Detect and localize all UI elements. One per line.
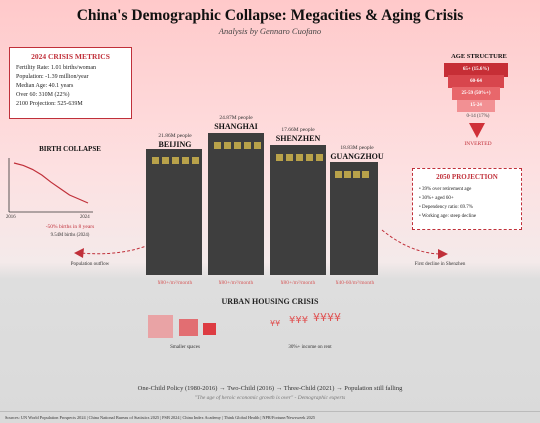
expert-quote: "The age of heroic economic growth is ov… [194, 395, 346, 401]
projection-heading: 2050 PROJECTION [436, 173, 498, 181]
yen-symbols-large: ¥¥¥¥ [313, 311, 341, 324]
income-rent-label: 30%+ income on rent [288, 345, 332, 350]
city-rent: ¥80+/m²/month [157, 280, 193, 286]
space-square-large [148, 315, 173, 338]
metric-line: Median Age: 40.1 years [16, 83, 74, 89]
sources-line: Sources: UN World Population Prospects 2… [0, 411, 540, 423]
city-name: SHANGHAI [214, 122, 258, 131]
age-structure-heading: AGE STRUCTURE [451, 53, 507, 60]
projection-box: 2050 PROJECTION • 39% over retirement ag… [412, 168, 522, 230]
policy-timeline: One-Child Policy (1980-2016) → Two-Child… [137, 385, 403, 392]
projection-line: • Dependency ratio: 69.7% [419, 205, 473, 210]
age-tier: 15-24 [457, 100, 495, 112]
birth-trend-chart [8, 158, 93, 213]
city-name: SHENZHEN [275, 134, 321, 143]
down-arrow-icon [469, 123, 485, 138]
decline-arrow [381, 229, 448, 259]
birth-drop-label: -50% births in 8 years [45, 224, 95, 230]
building-shanghai [208, 133, 264, 275]
birth-trend-line [13, 162, 89, 204]
housing-heading: URBAN HOUSING CRISIS [221, 297, 319, 306]
outflow-arrow [74, 229, 176, 258]
space-square-medium [179, 319, 198, 336]
city-population: 21.86M people [158, 133, 192, 139]
projection-line: • Working age: steep decline [419, 214, 477, 219]
metric-line: Over 60: 310M (22%) [16, 92, 70, 98]
age-tier: 25-59 (50%+) [452, 87, 500, 100]
inverted-label: INVERTED [464, 141, 492, 147]
crisis-metrics-box: 2024 CRISIS METRICS Fertility Rate: 1.01… [9, 47, 132, 119]
decline-label: First decline in Shenzhen [414, 262, 466, 267]
city-rent: ¥80+/m²/month [218, 280, 254, 286]
building-shenzhen [270, 145, 326, 275]
yen-symbols-small: ¥¥ [270, 319, 281, 328]
city-rent: ¥80+/m²/month [280, 280, 316, 286]
building-beijing [146, 149, 202, 275]
city-name: GUANGZHOU [330, 152, 384, 161]
projection-line: • 39% over retirement age [419, 187, 472, 192]
city-population: 24.87M people [219, 115, 253, 121]
outflow-label: Population outflow [70, 262, 110, 267]
year-start-label: 2016 [6, 215, 16, 220]
space-square-small [203, 323, 216, 335]
age-bottom-label: 0-14 (17%) [466, 114, 490, 119]
city-population: 18.83M people [340, 145, 374, 151]
page-title: China's Demographic Collapse: Megacities… [76, 7, 464, 24]
metric-line: 2100 Projection: 525-639M [16, 101, 83, 107]
building-guangzhou [330, 162, 378, 275]
metric-line: Fertility Rate: 1.01 births/woman [16, 65, 96, 71]
birth-collapse-heading: BIRTH COLLAPSE [39, 145, 101, 153]
metric-line: Population: -1.39 million/year [16, 74, 89, 80]
city-name: BEIJING [158, 140, 192, 149]
city-population: 17.66M people [281, 127, 315, 133]
yen-symbols-medium: ¥¥¥ [289, 315, 309, 326]
age-tier: 65+ (15.6%) [444, 63, 508, 77]
smaller-spaces-label: Smaller spaces [170, 345, 200, 350]
births-count-label: 9.54M births (2024) [50, 233, 90, 238]
age-tier: 60-64 [448, 75, 504, 88]
metrics-heading: 2024 CRISIS METRICS [31, 52, 110, 61]
page-subtitle: Analysis by Gennaro Cuofano [218, 26, 322, 36]
year-end-label: 2024 [80, 215, 90, 220]
city-rent: ¥40-60/m²/month [335, 280, 375, 286]
projection-line: • 30%+ aged 60+ [419, 196, 454, 201]
